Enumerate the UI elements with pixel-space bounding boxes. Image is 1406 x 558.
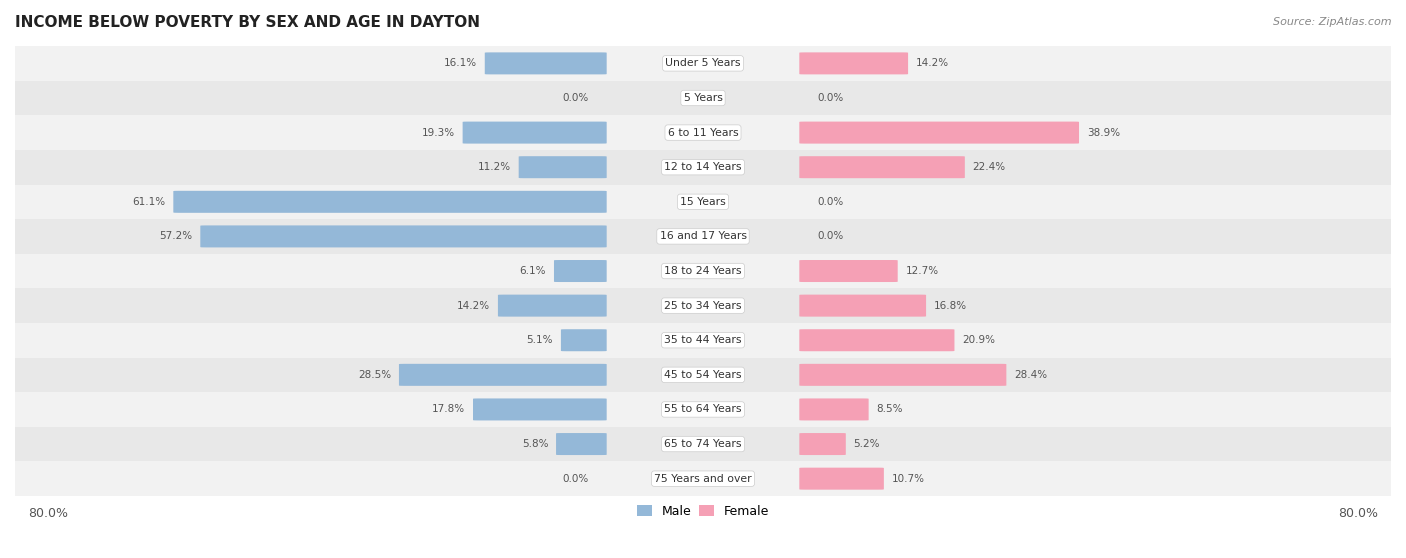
- FancyBboxPatch shape: [173, 191, 606, 213]
- Text: 5 Years: 5 Years: [683, 93, 723, 103]
- FancyBboxPatch shape: [800, 295, 927, 316]
- FancyBboxPatch shape: [800, 329, 955, 351]
- Bar: [15, 288, 1391, 323]
- Text: 16.8%: 16.8%: [934, 301, 967, 311]
- Bar: [15, 358, 1391, 392]
- Text: 5.2%: 5.2%: [853, 439, 880, 449]
- Text: 14.2%: 14.2%: [915, 59, 949, 69]
- Bar: [15, 392, 1391, 427]
- FancyBboxPatch shape: [554, 260, 606, 282]
- Bar: [15, 150, 1391, 185]
- Text: 0.0%: 0.0%: [818, 232, 844, 242]
- FancyBboxPatch shape: [399, 364, 606, 386]
- Text: 61.1%: 61.1%: [132, 197, 166, 207]
- FancyBboxPatch shape: [561, 329, 606, 351]
- Text: 18 to 24 Years: 18 to 24 Years: [664, 266, 742, 276]
- Text: 11.2%: 11.2%: [478, 162, 510, 172]
- Text: 75 Years and over: 75 Years and over: [654, 474, 752, 484]
- Legend: Male, Female: Male, Female: [631, 499, 775, 522]
- Text: 0.0%: 0.0%: [818, 197, 844, 207]
- Text: 14.2%: 14.2%: [457, 301, 491, 311]
- FancyBboxPatch shape: [485, 52, 606, 74]
- Bar: [15, 461, 1391, 496]
- Text: INCOME BELOW POVERTY BY SEX AND AGE IN DAYTON: INCOME BELOW POVERTY BY SEX AND AGE IN D…: [15, 15, 479, 30]
- Text: 35 to 44 Years: 35 to 44 Years: [664, 335, 742, 345]
- FancyBboxPatch shape: [498, 295, 606, 316]
- Bar: [15, 46, 1391, 81]
- Text: 25 to 34 Years: 25 to 34 Years: [664, 301, 742, 311]
- FancyBboxPatch shape: [800, 122, 1078, 143]
- Text: 45 to 54 Years: 45 to 54 Years: [664, 370, 742, 380]
- Text: 12.7%: 12.7%: [905, 266, 939, 276]
- Bar: [15, 81, 1391, 116]
- Bar: [15, 116, 1391, 150]
- FancyBboxPatch shape: [800, 468, 884, 490]
- Text: 16.1%: 16.1%: [444, 59, 477, 69]
- Text: 16 and 17 Years: 16 and 17 Years: [659, 232, 747, 242]
- Text: 5.8%: 5.8%: [522, 439, 548, 449]
- FancyBboxPatch shape: [800, 398, 869, 420]
- FancyBboxPatch shape: [800, 433, 846, 455]
- Text: 55 to 64 Years: 55 to 64 Years: [664, 405, 742, 415]
- Text: Under 5 Years: Under 5 Years: [665, 59, 741, 69]
- Text: 6 to 11 Years: 6 to 11 Years: [668, 128, 738, 138]
- FancyBboxPatch shape: [800, 260, 897, 282]
- FancyBboxPatch shape: [800, 364, 1007, 386]
- Text: 17.8%: 17.8%: [432, 405, 465, 415]
- FancyBboxPatch shape: [800, 156, 965, 178]
- Text: Source: ZipAtlas.com: Source: ZipAtlas.com: [1274, 17, 1392, 27]
- Text: 20.9%: 20.9%: [962, 335, 995, 345]
- Text: 65 to 74 Years: 65 to 74 Years: [664, 439, 742, 449]
- Text: 28.4%: 28.4%: [1014, 370, 1047, 380]
- Text: 8.5%: 8.5%: [876, 405, 903, 415]
- Bar: [15, 427, 1391, 461]
- Text: 22.4%: 22.4%: [973, 162, 1005, 172]
- Bar: [15, 185, 1391, 219]
- FancyBboxPatch shape: [800, 52, 908, 74]
- Text: 0.0%: 0.0%: [818, 93, 844, 103]
- FancyBboxPatch shape: [472, 398, 606, 420]
- Text: 0.0%: 0.0%: [562, 474, 588, 484]
- Text: 0.0%: 0.0%: [562, 93, 588, 103]
- Text: 19.3%: 19.3%: [422, 128, 454, 138]
- Text: 5.1%: 5.1%: [526, 335, 553, 345]
- FancyBboxPatch shape: [463, 122, 606, 143]
- Bar: [15, 323, 1391, 358]
- Text: 15 Years: 15 Years: [681, 197, 725, 207]
- Bar: [15, 219, 1391, 254]
- Text: 6.1%: 6.1%: [520, 266, 546, 276]
- Text: 10.7%: 10.7%: [891, 474, 925, 484]
- FancyBboxPatch shape: [200, 225, 606, 247]
- Text: 38.9%: 38.9%: [1087, 128, 1121, 138]
- FancyBboxPatch shape: [519, 156, 606, 178]
- Text: 12 to 14 Years: 12 to 14 Years: [664, 162, 742, 172]
- Text: 57.2%: 57.2%: [159, 232, 193, 242]
- FancyBboxPatch shape: [555, 433, 606, 455]
- Text: 28.5%: 28.5%: [359, 370, 391, 380]
- Bar: [15, 254, 1391, 288]
